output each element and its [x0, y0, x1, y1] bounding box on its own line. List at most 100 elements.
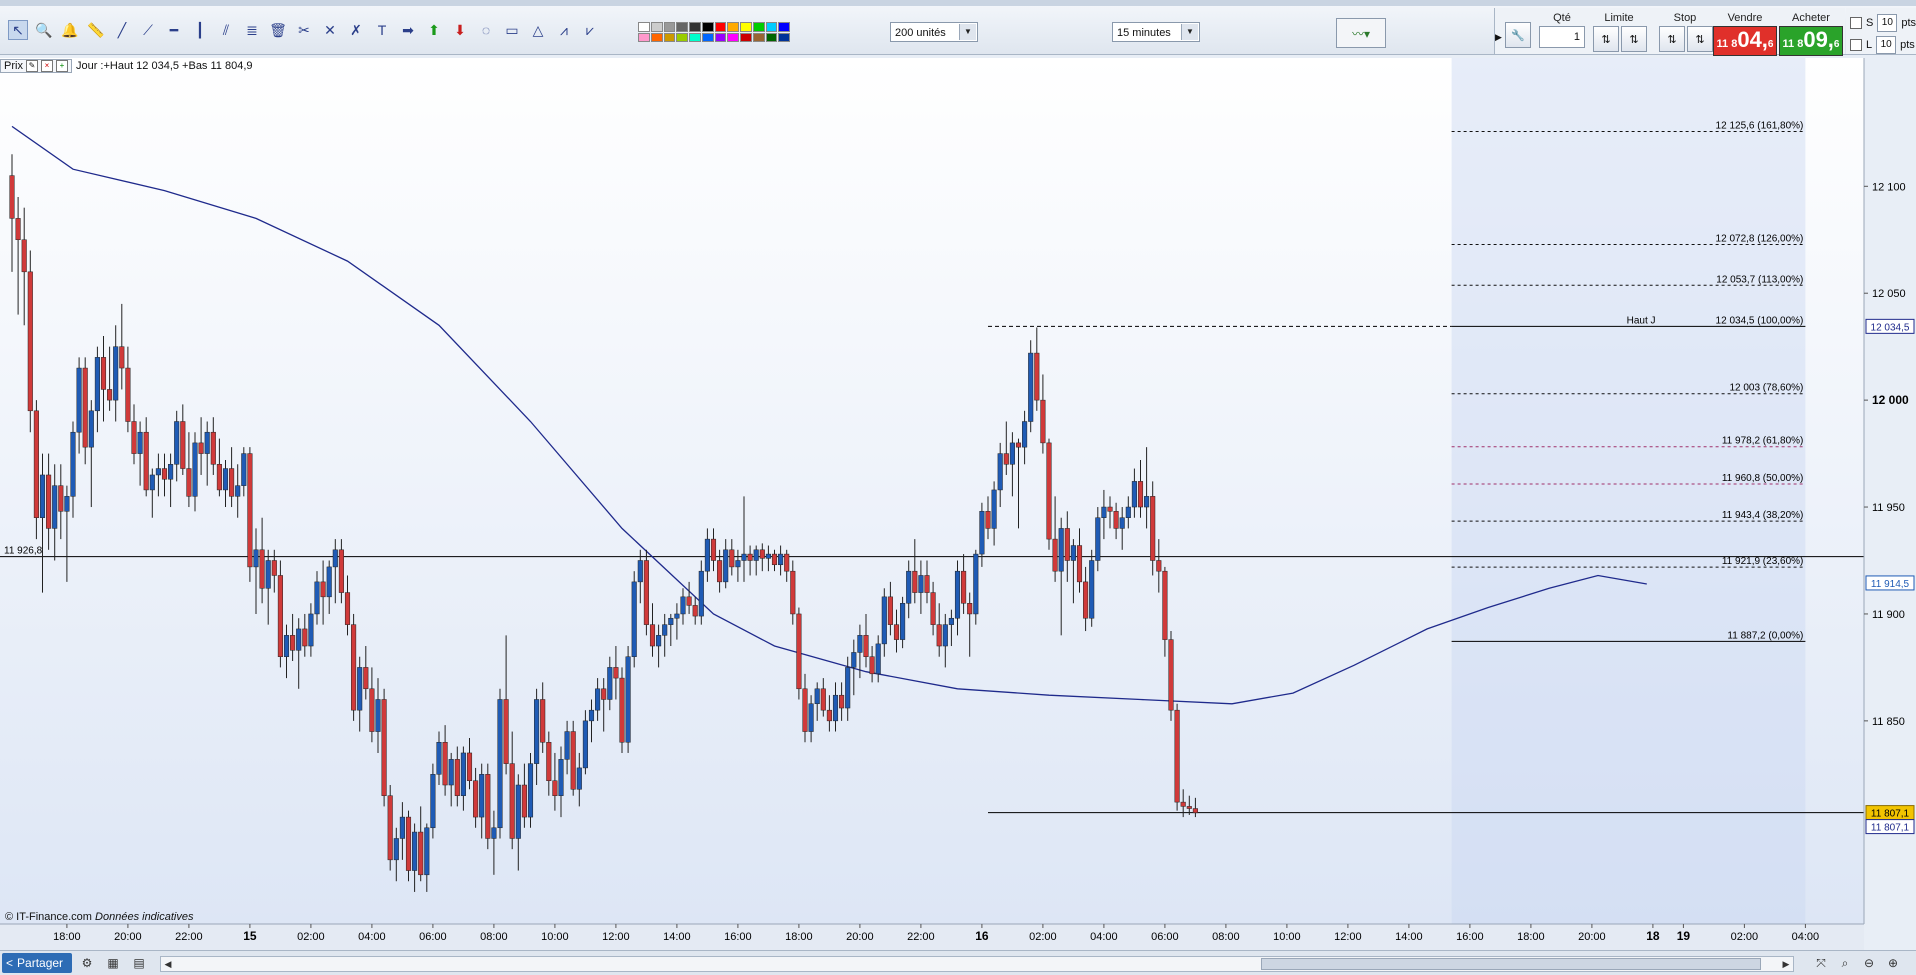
s-points-input[interactable]: 10 — [1877, 14, 1898, 32]
settings-icon[interactable]: ⚙ — [81, 956, 93, 970]
limit-buy-button[interactable]: ⇅ — [1593, 26, 1619, 52]
candle-down — [509, 763, 515, 839]
candle-up — [76, 367, 82, 433]
timeframe-select-value: 15 minutes — [1117, 27, 1171, 39]
color-swatch[interactable] — [663, 22, 676, 32]
zoom-icon[interactable]: 🔍 — [35, 21, 53, 38]
sell-button[interactable]: 11 8 04, 6 — [1713, 26, 1777, 56]
color-swatch[interactable] — [714, 22, 727, 32]
trend-line-icon[interactable]: ⟋ — [143, 21, 153, 38]
pattern-icon[interactable]: ⩘ — [560, 21, 568, 38]
color-swatch[interactable] — [752, 32, 765, 42]
magic-icon[interactable]: ✂ — [298, 21, 310, 38]
color-swatch[interactable] — [638, 22, 650, 32]
credit-source: © IT-Finance.com — [5, 911, 92, 923]
color-swatch[interactable] — [701, 22, 714, 32]
color-swatch[interactable] — [765, 22, 778, 32]
cross-icon[interactable]: ✕ — [324, 21, 336, 38]
color-swatch[interactable] — [727, 32, 739, 42]
pattern-alt-icon[interactable]: ⩗ — [586, 21, 594, 38]
stop-buy-button[interactable]: ⇅ — [1659, 26, 1685, 52]
price-panel-tab[interactable]: Prix ✎ × + — [0, 59, 72, 73]
text-icon[interactable]: T — [377, 22, 387, 38]
color-swatch[interactable] — [752, 22, 765, 32]
candle-down — [21, 239, 27, 273]
zoom-in-icon[interactable]: ⊕ — [1887, 956, 1899, 970]
candle-up — [558, 759, 564, 796]
price-tag-label: 12 034,5 — [1871, 322, 1910, 333]
scroll-right-icon[interactable]: ▶ — [1782, 959, 1790, 969]
rectangle-icon[interactable]: ▭ — [505, 21, 519, 38]
line-icon[interactable]: ╱ — [117, 21, 127, 38]
color-swatch[interactable] — [765, 32, 778, 42]
color-swatch[interactable] — [778, 32, 790, 42]
color-swatch[interactable] — [650, 22, 663, 32]
candle-up — [137, 431, 143, 454]
candle-up — [564, 731, 570, 760]
color-swatch[interactable] — [727, 22, 739, 32]
candle-down — [601, 688, 607, 700]
color-swatch[interactable] — [701, 32, 714, 42]
price-chart[interactable]: 11 926,8 12 125,6 (161,80%) 12 072,8 (126… — [0, 58, 1916, 950]
scrollbar-thumb[interactable] — [1261, 958, 1761, 970]
x-tick-label: 10:00 — [541, 931, 569, 943]
zoom-fit-icon[interactable]: ⤧ — [1816, 955, 1826, 970]
ruler-icon[interactable]: 📏 — [87, 21, 105, 38]
candle-down — [405, 816, 412, 871]
candle-up — [1131, 481, 1137, 508]
units-select[interactable]: 200 unités ▼ — [890, 22, 978, 42]
candle-up — [753, 549, 759, 561]
l-checkbox[interactable] — [1850, 39, 1862, 51]
delete-icon[interactable]: 🗑 — [269, 21, 287, 38]
add-icon[interactable]: + — [55, 60, 68, 72]
vertical-line-icon[interactable]: ┃ — [195, 21, 205, 38]
fibonacci-icon[interactable]: ≣ — [246, 21, 258, 38]
color-swatch[interactable] — [676, 22, 688, 32]
color-palette[interactable] — [638, 22, 790, 42]
color-swatch[interactable] — [714, 32, 727, 42]
window-top-strip — [0, 0, 1916, 6]
collapse-arrow-icon[interactable]: ▶ — [1495, 32, 1502, 42]
limit-sell-button[interactable]: ⇅ — [1621, 26, 1647, 52]
color-swatch[interactable] — [740, 32, 752, 42]
candle-down — [320, 581, 326, 598]
zoom-region-icon[interactable]: ⌕ — [1841, 955, 1849, 970]
color-swatch[interactable] — [663, 32, 676, 42]
alert-icon[interactable]: 🔔 — [61, 21, 79, 38]
color-swatch[interactable] — [689, 32, 701, 42]
color-swatch[interactable] — [778, 22, 790, 32]
l-points-input[interactable]: 10 — [1876, 36, 1897, 54]
buy-button[interactable]: 11 8 09, 6 — [1779, 26, 1843, 56]
pointer-icon[interactable]: ↖ — [8, 20, 28, 40]
arrow-right-icon[interactable]: ➡ — [402, 21, 414, 38]
zoom-out-icon[interactable]: ⊖ — [1863, 956, 1875, 970]
indicators-icon[interactable]: ▤ — [133, 956, 145, 970]
wrench-icon[interactable]: ✎ — [25, 60, 38, 72]
s-checkbox[interactable] — [1850, 17, 1862, 29]
color-swatch[interactable] — [638, 32, 650, 42]
share-button[interactable]: < Partager — [2, 953, 72, 973]
scroll-left-icon[interactable]: ◀ — [164, 959, 172, 969]
calculator-icon[interactable]: ▦ — [107, 956, 119, 970]
candle-down — [985, 511, 991, 529]
chart-type-button[interactable]: 〰▾ — [1336, 18, 1386, 48]
support-line-label: 11 926,8 — [4, 546, 43, 557]
cross-alt-icon[interactable]: ✗ — [350, 21, 362, 38]
arrow-down-icon[interactable]: ⬇ — [454, 21, 466, 38]
qty-input[interactable]: 1 — [1539, 26, 1585, 48]
timeframe-select[interactable]: 15 minutes ▼ — [1112, 22, 1200, 42]
wrench-icon[interactable]: 🔧 — [1505, 22, 1531, 48]
color-swatch[interactable] — [676, 32, 688, 42]
triangle-icon[interactable]: △ — [532, 21, 544, 38]
color-swatch[interactable] — [740, 22, 752, 32]
arrow-up-icon[interactable]: ⬆ — [428, 21, 440, 38]
stop-sell-button[interactable]: ⇅ — [1687, 26, 1713, 52]
color-swatch[interactable] — [650, 32, 663, 42]
time-scrollbar[interactable]: ◀ ▶ — [160, 956, 1794, 972]
close-icon[interactable]: × — [40, 60, 53, 72]
lasso-icon[interactable]: ◌ — [481, 22, 491, 38]
candle-up — [393, 838, 399, 861]
horizontal-line-icon[interactable]: ━ — [169, 21, 179, 38]
color-swatch[interactable] — [689, 22, 701, 32]
channel-icon[interactable]: ⫽ — [222, 21, 230, 38]
